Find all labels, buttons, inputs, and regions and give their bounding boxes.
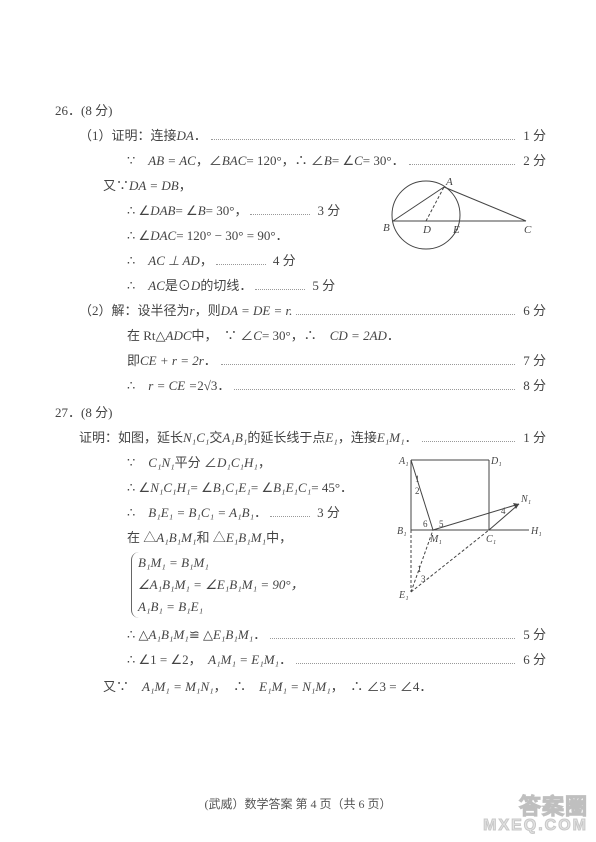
svg-text:N₁: N₁ (520, 494, 531, 505)
q27-l5: 在 △A₁B₁M₁ 和 △E₁B₁M₁ 中， (127, 527, 381, 546)
q27-l2: ∵ C₁N₁ 平分 ∠D₁C₁H₁， (127, 452, 381, 471)
q26-part1-intro: （1）证明：连接DA． 1 分 (79, 125, 546, 144)
svg-text:2: 2 (415, 486, 420, 496)
svg-text:E: E (452, 224, 460, 236)
q27-l3: ∴ ∠N₁C₁H₁ = ∠B₁C₁E₁ = ∠B₁E₁C₁ = 45°． (127, 477, 381, 496)
q26-number: 26．(8 分) (55, 100, 546, 119)
svg-text:4: 4 (501, 506, 506, 516)
page-footer: (武威）数学答案 第 4 页（共 6 页） (0, 795, 596, 812)
q26-l2: ∵ AB = AC，∠BAC = 120°，∴ ∠B = ∠C = 30°． 2… (127, 150, 546, 169)
svg-text:C: C (524, 224, 532, 236)
q27-l1: 证明：如图，延长 N₁C₁ 交 A₁B₁ 的延长线于点 E₁，连接 E₁M₁． … (79, 427, 546, 446)
svg-text:B₁: B₁ (397, 526, 407, 537)
svg-text:1: 1 (415, 474, 420, 484)
q27-brace-system: B₁M₁ = B₁M₁ ∠A₁B₁M₁ = ∠E₁B₁M₁ = 90°， A₁B… (127, 552, 381, 618)
q26-l6: ∴ AC ⊥ AD， 4 分 (127, 250, 386, 269)
svg-text:H₁: H₁ (530, 526, 542, 537)
svg-text:C₁: C₁ (486, 534, 496, 545)
svg-text:E₁: E₁ (398, 590, 409, 601)
q26-l3: 又∵DA = DB， (103, 175, 386, 194)
q26-l9: 在 Rt△ADC 中， ∵ ∠C = 30°，∴ CD = 2AD． (127, 325, 546, 344)
svg-text:A₁: A₁ (398, 456, 409, 467)
q27-number: 27．(8 分) (55, 402, 546, 421)
svg-text:5: 5 (439, 519, 444, 529)
q26-l10: 即 CE + r = 2r． 7 分 (127, 350, 546, 369)
svg-text:3: 3 (421, 574, 426, 584)
svg-text:1: 1 (417, 564, 422, 574)
q27-l4: ∴ B₁E₁ = B₁C₁ = A₁B₁． 3 分 (127, 502, 381, 521)
svg-text:B: B (383, 222, 390, 234)
q27-l9: 又∵ A₁M₁ = M₁N₁， ∴ E₁M₁ = N₁M₁， ∴ ∠3 = ∠4… (103, 676, 546, 695)
q26-l11: ∴ r = CE = 2√3． 8 分 (127, 375, 546, 394)
q26-l5: ∴ ∠DAC = 120° − 30° = 90°． (127, 225, 386, 244)
q27-l8: ∴ ∠1 = ∠2， A₁M₁ = E₁M₁． 6 分 (127, 649, 546, 668)
q26-part2-intro: （2）解：设半径为 r，则 DA = DE = r. 6 分 (79, 300, 546, 319)
svg-text:D₁: D₁ (490, 456, 502, 467)
figure-26: A B D E C (386, 175, 546, 300)
svg-text:D: D (422, 224, 431, 236)
svg-text:A: A (445, 176, 453, 188)
svg-text:M₁: M₁ (429, 534, 442, 545)
q26-l7: ∴ AC 是⊙D 的切线． 5 分 (127, 275, 386, 294)
svg-text:6: 6 (423, 519, 428, 529)
figure-27: A₁D₁B₁C₁M₁H₁N₁E₁1265413 (381, 452, 546, 624)
q26-l4: ∴ ∠DAB = ∠B = 30°， 3 分 (127, 200, 386, 219)
q27-l7: ∴ △A₁B₁M₁ ≌ △E₁B₁M₁． 5 分 (127, 624, 546, 643)
